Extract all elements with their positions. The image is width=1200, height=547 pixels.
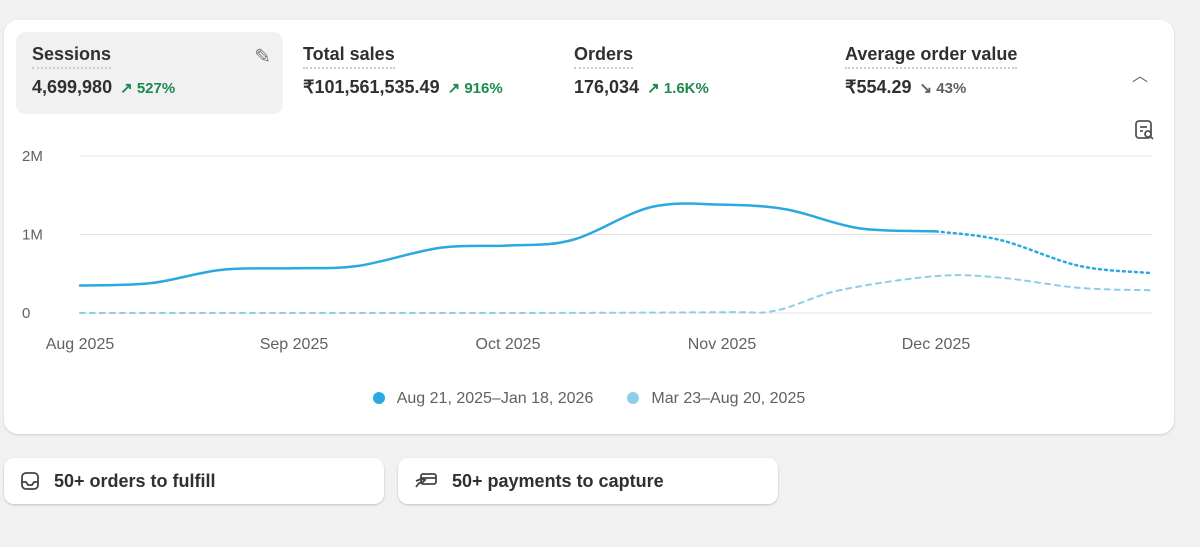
legend-item-current[interactable]: Aug 21, 2025–Jan 18, 2026 <box>372 390 594 408</box>
metric-delta: ↗ 1.6K% <box>647 80 709 97</box>
x-tick-label: Sep 2025 <box>260 336 329 353</box>
payment-icon <box>415 473 437 488</box>
sessions-line-chart: 2M 1M 0 Aug 2025 Sep 2025 Oct 2025 Nov 2025 Dec… <box>22 148 1152 353</box>
metric-delta: ↘ 43% <box>919 80 967 97</box>
metric-value: 176,034 <box>574 77 640 97</box>
series-line-solid <box>78 202 938 287</box>
x-tick-label: Dec 2025 <box>902 336 971 353</box>
button-label: 50+ payments to capture <box>452 470 664 491</box>
series-line-dotted <box>934 230 1152 275</box>
sessions-card: Sessions 4,699,980 ↗ 527% ✎ Total sales ₹… <box>4 20 1174 434</box>
metric-label: Orders <box>574 44 634 69</box>
series-line-dashed <box>79 274 1151 315</box>
metric-value: 4,699,980 <box>32 77 113 97</box>
y-tick-label: 0 <box>22 305 30 322</box>
payments-to-capture-button[interactable]: 50+ payments to capture <box>398 458 778 504</box>
metric-delta: ↗ 527% <box>120 80 176 97</box>
legend-label: Mar 23–Aug 20, 2025 <box>651 390 806 407</box>
metric-sessions[interactable]: Sessions 4,699,980 ↗ 527% ✎ <box>16 32 283 114</box>
chart-legend: Aug 21, 2025–Jan 18, 2026 Mar 23–Aug 20,… <box>4 390 1174 408</box>
metric-orders[interactable]: Orders 176,034 ↗ 1.6K% <box>558 32 825 114</box>
metric-total-sales[interactable]: Total sales ₹101,561,535.49 ↗ 916% <box>287 32 554 114</box>
button-label: 50+ orders to fulfill <box>54 470 216 491</box>
x-tick-label: Nov 2025 <box>688 336 757 353</box>
legend-item-previous[interactable]: Mar 23–Aug 20, 2025 <box>627 390 805 408</box>
delta-value: 43% <box>936 80 967 97</box>
inbox-icon <box>21 472 39 490</box>
orders-to-fulfill-button[interactable]: 50+ orders to fulfill <box>4 458 384 504</box>
y-tick-label: 1M <box>22 227 43 244</box>
metric-value: ₹101,561,535.49 <box>303 77 440 97</box>
delta-value: 527% <box>136 80 176 97</box>
metric-average-order-value[interactable]: Average order value ₹554.29 ↘ 43% <box>829 32 1109 114</box>
metric-label: Average order value <box>845 44 1018 69</box>
metric-value: ₹554.29 <box>845 77 912 97</box>
delta-value: 1.6K% <box>663 80 709 97</box>
legend-dot <box>627 392 640 404</box>
collapse-chevron-up-icon[interactable]: ︿ <box>1132 68 1149 85</box>
x-tick-label: Oct 2025 <box>476 336 541 353</box>
edit-pencil-icon[interactable]: ✎ <box>254 46 271 68</box>
legend-label: Aug 21, 2025–Jan 18, 2026 <box>396 390 594 407</box>
legend-dot <box>372 392 385 404</box>
metric-label: Sessions <box>32 44 112 69</box>
chart-search-icon[interactable] <box>1132 118 1156 142</box>
metric-delta: ↗ 916% <box>447 80 503 97</box>
x-tick-label: Aug 2025 <box>46 336 115 353</box>
delta-value: 916% <box>464 80 503 97</box>
metric-label: Total sales <box>303 44 395 69</box>
y-tick-label: 2M <box>22 148 43 165</box>
